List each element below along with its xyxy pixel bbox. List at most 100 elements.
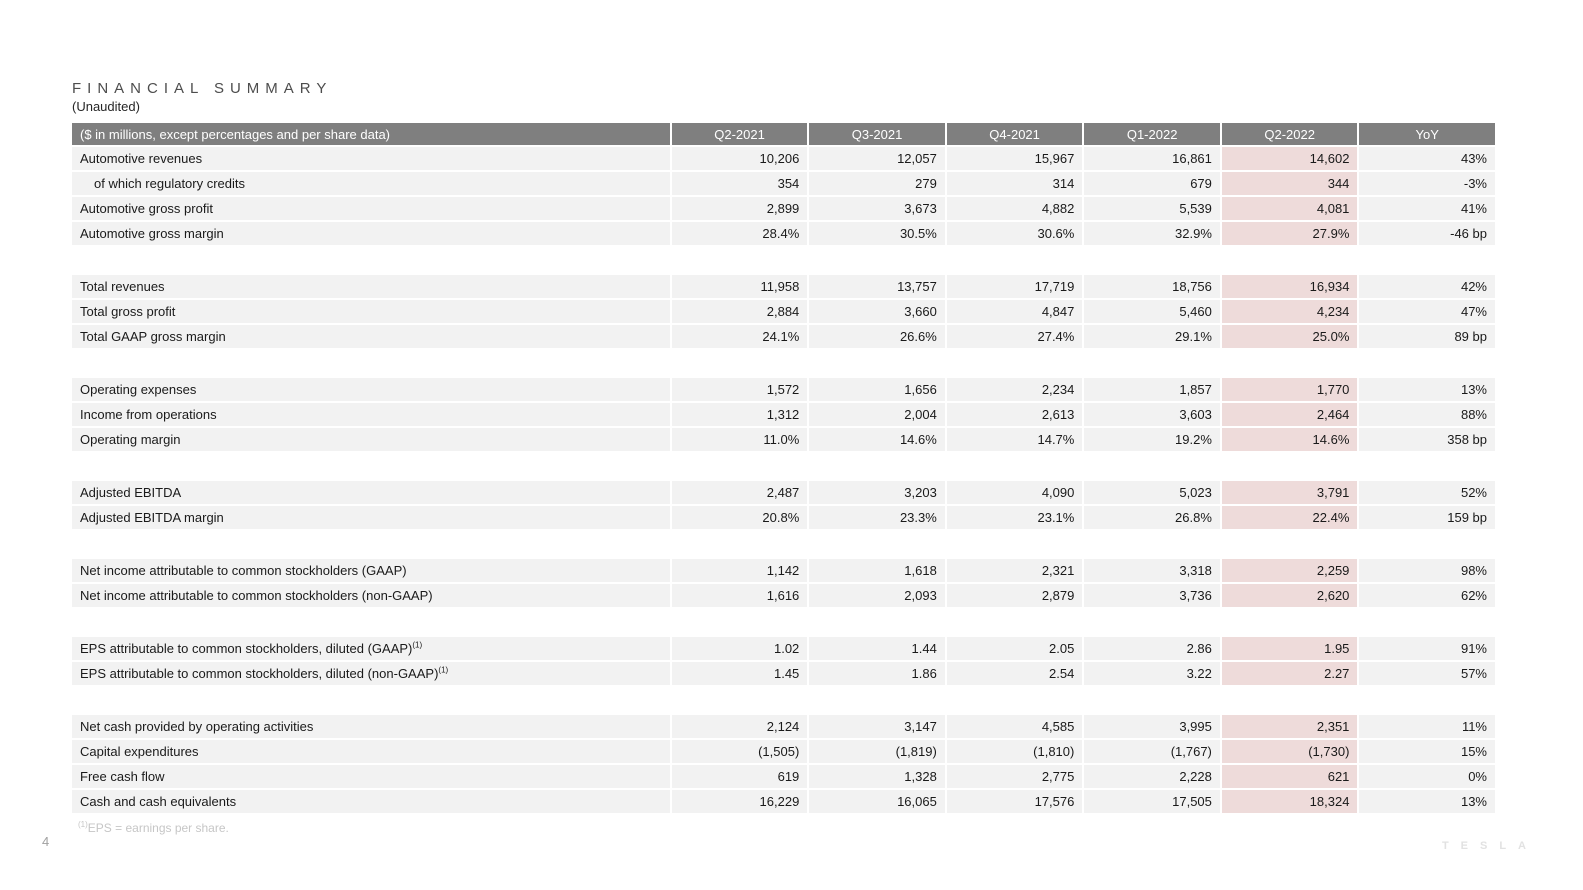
table-body: Automotive revenues 10,206 12,057 15,967 16,… (72, 147, 1495, 813)
cell-value: 2,620 (1221, 584, 1358, 607)
cell-value: 2.27 (1221, 662, 1358, 685)
cell-value: 57% (1359, 662, 1495, 685)
financial-table-wrap: ($ in millions, except percentages and p… (70, 121, 1497, 815)
row-label: Capital expenditures (72, 740, 670, 763)
cell-value: 42% (1359, 275, 1495, 298)
column-header: ($ in millions, except percentages and p… (72, 123, 670, 145)
cell-value: 2,884 (671, 300, 808, 323)
cell-value: 4,847 (946, 300, 1083, 323)
cell-value: 14.7% (946, 428, 1083, 451)
group-spacer-row (72, 350, 1495, 376)
cell-value: 5,023 (1084, 481, 1220, 504)
cell-value: 1,142 (671, 559, 808, 582)
cell-value: 91% (1359, 637, 1495, 660)
cell-value: 5,539 (1084, 197, 1220, 220)
cell-value: 4,882 (946, 197, 1083, 220)
cell-value: 88% (1359, 403, 1495, 426)
cell-value: 2,234 (946, 378, 1083, 401)
cell-value: 2,613 (946, 403, 1083, 426)
cell-value: 3,318 (1084, 559, 1220, 582)
cell-value: 344 (1221, 172, 1358, 195)
table-row: EPS attributable to common stockholders,… (72, 637, 1495, 660)
cell-value: 15% (1359, 740, 1495, 763)
cell-value: 12,057 (809, 147, 945, 170)
row-label: Income from operations (72, 403, 670, 426)
cell-value: 13,757 (809, 275, 945, 298)
column-header: Q3-2021 (809, 123, 945, 145)
cell-value: 14.6% (1221, 428, 1358, 451)
row-label: Operating expenses (72, 378, 670, 401)
cell-value: 27.9% (1221, 222, 1358, 245)
title-block: FINANCIAL SUMMARY (Unaudited) (72, 80, 332, 114)
table-row: Free cash flow 619 1,328 2,775 2,228 621 0% (72, 765, 1495, 788)
footnote-reference: (1) (412, 640, 423, 650)
page-title: FINANCIAL SUMMARY (72, 80, 333, 97)
footnote-marker: (1) (78, 820, 88, 829)
cell-value: 30.5% (809, 222, 945, 245)
row-label: Total revenues (72, 275, 670, 298)
page-number: 4 (42, 834, 50, 849)
cell-value: 5,460 (1084, 300, 1220, 323)
row-label: Net cash provided by operating activitie… (72, 715, 670, 738)
cell-value: 2,093 (809, 584, 945, 607)
row-label: Automotive revenues (72, 147, 670, 170)
table-row: Automotive gross profit 2,899 3,673 4,882 5,… (72, 197, 1495, 220)
cell-value: 1,656 (809, 378, 945, 401)
cell-value: 2,321 (946, 559, 1083, 582)
cell-value: 3,791 (1221, 481, 1358, 504)
group-spacer-row (72, 687, 1495, 713)
cell-value: 4,090 (946, 481, 1083, 504)
column-header: Q1-2022 (1084, 123, 1220, 145)
cell-value: 2,487 (671, 481, 808, 504)
cell-value: 15,967 (946, 147, 1083, 170)
cell-value: 11% (1359, 715, 1495, 738)
cell-value: 16,861 (1084, 147, 1220, 170)
table-row: Operating expenses 1,572 1,656 2,234 1,857 1,… (72, 378, 1495, 401)
cell-value: 354 (671, 172, 808, 195)
cell-value: 1,618 (809, 559, 945, 582)
cell-value: 1,328 (809, 765, 945, 788)
cell-value: 14.6% (809, 428, 945, 451)
table-row: Total revenues 11,958 13,757 17,719 18,756 16… (72, 275, 1495, 298)
cell-value: -3% (1359, 172, 1495, 195)
cell-value: 2,124 (671, 715, 808, 738)
cell-value: 32.9% (1084, 222, 1220, 245)
cell-value: 17,505 (1084, 790, 1220, 813)
cell-value: 2,879 (946, 584, 1083, 607)
cell-value: 1,616 (671, 584, 808, 607)
cell-value: 13% (1359, 378, 1495, 401)
table-row: Capital expenditures (1,505) (1,819) (1,810… (72, 740, 1495, 763)
cell-value: 3,736 (1084, 584, 1220, 607)
row-label: Net income attributable to common stockh… (72, 559, 670, 582)
cell-value: 2,775 (946, 765, 1083, 788)
row-label: Automotive gross profit (72, 197, 670, 220)
cell-value: 98% (1359, 559, 1495, 582)
table-row: EPS attributable to common stockholders,… (72, 662, 1495, 685)
cell-value: 1.45 (671, 662, 808, 685)
table-row: Adjusted EBITDA margin 20.8% 23.3% 23.1% 26.… (72, 506, 1495, 529)
column-header: Q4-2021 (946, 123, 1083, 145)
cell-value: 2,899 (671, 197, 808, 220)
cell-value: 3,147 (809, 715, 945, 738)
table-row: Adjusted EBITDA 2,487 3,203 4,090 5,023 3,791… (72, 481, 1495, 504)
cell-value: -46 bp (1359, 222, 1495, 245)
cell-value: 1,770 (1221, 378, 1358, 401)
row-label: of which regulatory credits (72, 172, 670, 195)
cell-value: 1,312 (671, 403, 808, 426)
table-row: Total GAAP gross margin 24.1% 26.6% 27.4% 29… (72, 325, 1495, 348)
table-row: Cash and cash equivalents 16,229 16,065 17,… (72, 790, 1495, 813)
tesla-wordmark-logo: TESLA (1441, 840, 1538, 852)
row-label: Cash and cash equivalents (72, 790, 670, 813)
row-label: Adjusted EBITDA margin (72, 506, 670, 529)
cell-value: 23.1% (946, 506, 1083, 529)
row-label: Total gross profit (72, 300, 670, 323)
cell-value: 279 (809, 172, 945, 195)
row-label: Net income attributable to common stockh… (72, 584, 670, 607)
cell-value: 2.86 (1084, 637, 1220, 660)
cell-value: 89 bp (1359, 325, 1495, 348)
cell-value: 0% (1359, 765, 1495, 788)
cell-value: 314 (946, 172, 1083, 195)
cell-value: 43% (1359, 147, 1495, 170)
cell-value: 11,958 (671, 275, 808, 298)
cell-value: 1.44 (809, 637, 945, 660)
